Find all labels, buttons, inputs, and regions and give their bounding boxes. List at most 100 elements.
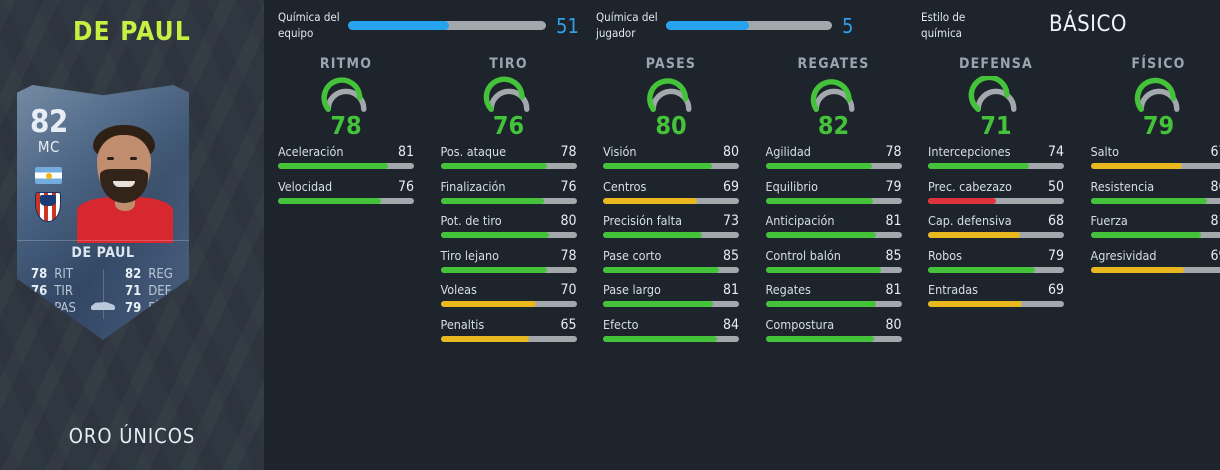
- substat-row: Resistencia 86: [1090, 179, 1220, 204]
- substat-row: Pot. de tiro 80: [440, 213, 577, 238]
- card-stat: 78 RIT: [31, 267, 99, 282]
- argentina-flag-icon: [35, 167, 62, 184]
- substat-bar: [603, 232, 739, 238]
- stat-gauge: 71: [928, 76, 1064, 138]
- substat-row: Agresividad 69: [1090, 247, 1220, 273]
- substat-name: Voleas: [440, 282, 477, 297]
- substat-value: 81: [885, 282, 902, 298]
- substat-row: Velocidad 76: [278, 179, 414, 204]
- card-stat-value: 71: [125, 284, 142, 299]
- stat-gauge-value: 79: [1142, 111, 1175, 140]
- substat-name: Cap. defensiva: [928, 213, 1012, 228]
- substat-bar: [928, 232, 1064, 238]
- team-chemistry-value: 51: [556, 13, 579, 38]
- substat-bar: [928, 163, 1064, 169]
- card-stat: 80 PAS: [31, 301, 99, 316]
- substat-bar: [765, 197, 902, 204]
- substat-value: 80: [722, 144, 739, 160]
- substat-row: Precisión falta 73: [603, 213, 739, 238]
- substat-value: 80: [885, 316, 902, 333]
- substat-value: 79: [885, 178, 902, 195]
- substat-bar: [603, 301, 739, 307]
- card-stat: 76 TIR: [31, 284, 99, 299]
- chemistry-style-value[interactable]: BÁSICO: [1049, 12, 1127, 37]
- substat-bar: [603, 197, 739, 204]
- substat-row: Finalización 76: [440, 178, 577, 204]
- stat-column-title: PASES: [645, 56, 697, 72]
- substat-value: 67: [1210, 144, 1220, 160]
- card-player-name: DE PAUL: [71, 245, 135, 261]
- stat-gauge: 78: [278, 76, 414, 138]
- stat-gauge-value: 82: [817, 111, 850, 140]
- substat-value: 70: [560, 282, 577, 298]
- substat-value: 81: [722, 282, 739, 298]
- substat-bar: [1090, 197, 1220, 204]
- substat-value: 69: [722, 178, 739, 195]
- player-chemistry-value: 5: [842, 13, 854, 38]
- substat-value: 69: [1210, 247, 1220, 264]
- card-stat-value: 80: [31, 301, 48, 316]
- stat-gauge-value: 80: [655, 111, 687, 140]
- stat-column-title: FÍSICO: [1131, 56, 1186, 72]
- substat-value: 84: [722, 316, 739, 333]
- stat-column-title: RITMO: [319, 56, 373, 72]
- substat-row: Agilidad 78: [765, 144, 902, 169]
- substat-row: Intercepciones 74: [928, 144, 1064, 169]
- substat-row: Robos 79: [928, 248, 1064, 273]
- substat-value: 79: [1047, 247, 1064, 264]
- substat-bar: [765, 266, 902, 273]
- substat-name: Pase largo: [603, 282, 661, 297]
- card-stat: 82 REG: [107, 267, 175, 282]
- card-stat-key: RIT: [54, 267, 73, 282]
- stat-column-ritmo: RITMO 78 Aceleración 81 Velocidad 76: [278, 56, 414, 213]
- team-chemistry-label: Química del equipo: [278, 10, 340, 40]
- substat-bar: [1090, 163, 1220, 169]
- stat-gauge-value: 76: [492, 111, 525, 140]
- substat-value: 69: [1047, 282, 1064, 298]
- card-stat-key: FÍS: [148, 301, 166, 316]
- substat-row: Penaltis 65: [440, 317, 577, 342]
- card-stat-key: PAS: [54, 301, 76, 316]
- stat-gauge: 79: [1091, 76, 1220, 138]
- stat-column-físico: FÍSICO 79 Salto 67 Resistencia 86 Fuerza…: [1090, 56, 1220, 282]
- substat-row: Equilibrio 79: [765, 178, 902, 204]
- substat-bar: [1090, 266, 1220, 273]
- substat-bar: [1090, 232, 1220, 238]
- card-position: MC: [37, 138, 60, 156]
- stat-gauge: 82: [766, 76, 902, 138]
- stat-column-regates: REGATES 82 Agilidad 78 Equilibrio 79 Ant…: [765, 56, 902, 351]
- player-card[interactable]: 82 MC DE PAUL: [17, 85, 189, 340]
- substat-row: Visión 80: [603, 144, 739, 169]
- card-stat-key: TIR: [54, 284, 73, 299]
- page-title: DE PAUL: [73, 17, 191, 47]
- substat-row: Pase largo 81: [603, 282, 739, 307]
- substat-row: Anticipación 81: [765, 213, 902, 238]
- substat-name: Agilidad: [765, 144, 811, 159]
- substat-value: 85: [885, 247, 902, 264]
- substat-bar: [765, 163, 902, 169]
- card-stat: 79 FÍS: [107, 301, 175, 316]
- substat-bar: [440, 197, 577, 204]
- substat-value: 81: [1210, 213, 1220, 229]
- substat-name: Control balón: [765, 247, 841, 263]
- substat-bar: [603, 335, 739, 342]
- substat-name: Equilibrio: [765, 178, 819, 194]
- card-divider: [17, 240, 189, 241]
- card-stat-key: DEF: [148, 284, 172, 299]
- stat-gauge-value: 78: [330, 111, 362, 140]
- stat-gauge: 80: [603, 76, 739, 138]
- chemistry-style-label: Estilo de química: [921, 10, 966, 40]
- card-stat-value: 79: [125, 301, 142, 316]
- stat-columns: RITMO 78 Aceleración 81 Velocidad 76 TIR…: [264, 56, 1220, 470]
- substat-row: Efecto 84: [603, 317, 739, 342]
- substat-value: 74: [1047, 144, 1064, 160]
- substat-row: Pase corto 85: [603, 248, 739, 273]
- substat-value: 50: [1047, 178, 1064, 195]
- substat-name: Fuerza: [1090, 213, 1128, 228]
- substat-row: Regates 81: [765, 282, 902, 307]
- substat-value: 76: [560, 178, 577, 195]
- substat-name: Agresividad: [1090, 247, 1157, 263]
- substat-name: Tiro lejano: [440, 247, 499, 263]
- substat-name: Visión: [603, 144, 637, 159]
